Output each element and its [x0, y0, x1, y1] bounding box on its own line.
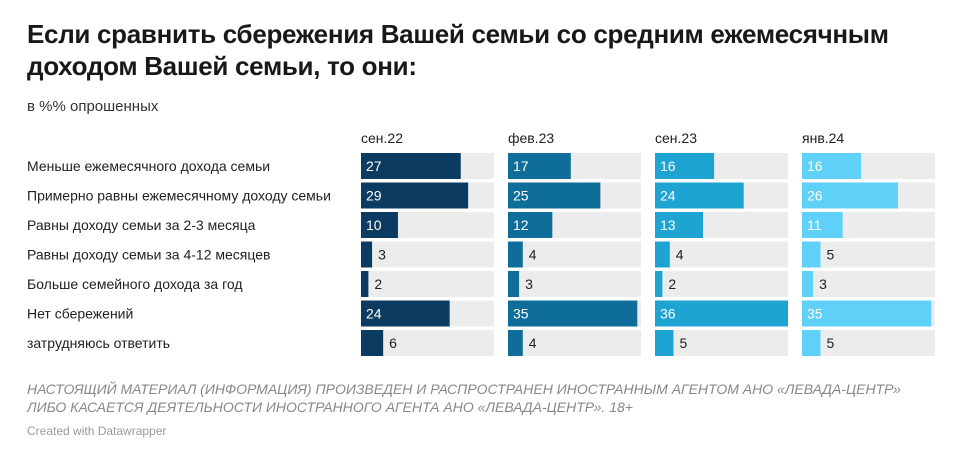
bar-background [508, 241, 641, 268]
category-label: Больше семейного дохода за год [27, 276, 243, 292]
bar-value-label: 29 [366, 188, 382, 204]
bar-value-label: 35 [513, 306, 529, 322]
bar-background [655, 241, 788, 268]
bar [361, 300, 450, 327]
bar [508, 212, 553, 238]
bar-background [508, 330, 641, 356]
bar-value-label: 27 [366, 158, 382, 174]
bar-value-label: 4 [529, 335, 537, 351]
bar-value-label: 13 [660, 217, 676, 233]
bar-value-label: 26 [807, 188, 823, 204]
chart-title: Если сравнить сбережения Вашей семьи со … [27, 19, 889, 81]
bar [802, 153, 862, 179]
bar [508, 271, 520, 297]
bar-background [802, 330, 935, 356]
category-label: Равны доходу семьи за 2-3 месяца [27, 217, 256, 233]
bar-value-label: 10 [366, 217, 382, 233]
bar-value-label: 2 [374, 276, 382, 292]
bar-value-label: 5 [679, 335, 687, 351]
bar-value-label: 3 [819, 276, 827, 292]
chart-subtitle: в %% опрошенных [27, 98, 159, 115]
series-header: сен.22 [361, 130, 403, 146]
bar-background [361, 271, 494, 297]
bar-value-label: 3 [378, 247, 386, 263]
bar-chart: Меньше ежемесячного дохода семьи Примерно… [27, 130, 935, 356]
bar-value-label: 25 [513, 188, 529, 204]
category-label: затрудняюсь ответить [27, 335, 170, 351]
bar [655, 271, 663, 297]
bar [655, 300, 788, 327]
chart-notes: НАСТОЯЩИЙ МАТЕРИАЛ (ИНФОРМАЦИЯ) ПРОИЗВЕД… [27, 381, 901, 415]
bar-background [655, 330, 788, 356]
bar [508, 241, 523, 268]
category-label: Примерно равны ежемесячному доходу семьи [27, 188, 331, 204]
bar-value-label: 16 [660, 158, 676, 174]
bar-value-label: 4 [529, 247, 537, 263]
category-label: Равны доходу семьи за 4-12 месяцев [27, 247, 270, 263]
bar [361, 241, 373, 268]
bar [802, 182, 899, 209]
bar-value-label: 12 [513, 217, 529, 233]
category-label: Нет сбережений [27, 306, 133, 322]
bar-background [361, 241, 494, 268]
bar [802, 241, 821, 268]
series-header: янв.24 [802, 130, 844, 146]
bar [802, 300, 932, 327]
bar [361, 153, 461, 179]
bar [802, 212, 843, 238]
series-header: сен.23 [655, 130, 697, 146]
bar [361, 212, 398, 238]
bar-value-label: 24 [660, 188, 676, 204]
bar-value-label: 36 [660, 306, 676, 322]
bar [508, 182, 601, 209]
bar [361, 271, 369, 297]
series-header: фев.23 [508, 130, 554, 146]
bar-value-label: 16 [807, 158, 823, 174]
bar [508, 300, 638, 327]
bar [508, 330, 523, 356]
datawrapper-byline: Created with Datawrapper [27, 424, 167, 438]
bar [655, 330, 674, 356]
bar [802, 330, 821, 356]
chart-area: Меньше ежемесячного дохода семьи Примерно… [0, 125, 960, 360]
bar-value-label: 6 [389, 335, 397, 351]
bar [655, 182, 744, 209]
bar-background [508, 271, 641, 297]
bar [802, 271, 814, 297]
bar [361, 330, 384, 356]
bar-value-label: 24 [366, 306, 382, 322]
bar-value-label: 3 [525, 276, 533, 292]
bar-value-label: 5 [826, 335, 834, 351]
bar-background [802, 271, 935, 297]
bar [508, 153, 571, 179]
bar [655, 153, 715, 179]
bar [361, 182, 469, 209]
category-label: Меньше ежемесячного дохода семьи [27, 158, 270, 174]
bar-value-label: 5 [826, 247, 834, 263]
bar-value-label: 2 [668, 276, 676, 292]
bar-value-label: 35 [807, 306, 823, 322]
bar [655, 241, 670, 268]
bar-background [802, 241, 935, 268]
bar [655, 212, 704, 238]
bar-background [655, 271, 788, 297]
bar-value-label: 17 [513, 158, 529, 174]
bar-value-label: 4 [676, 247, 684, 263]
bar-value-label: 11 [807, 217, 822, 233]
